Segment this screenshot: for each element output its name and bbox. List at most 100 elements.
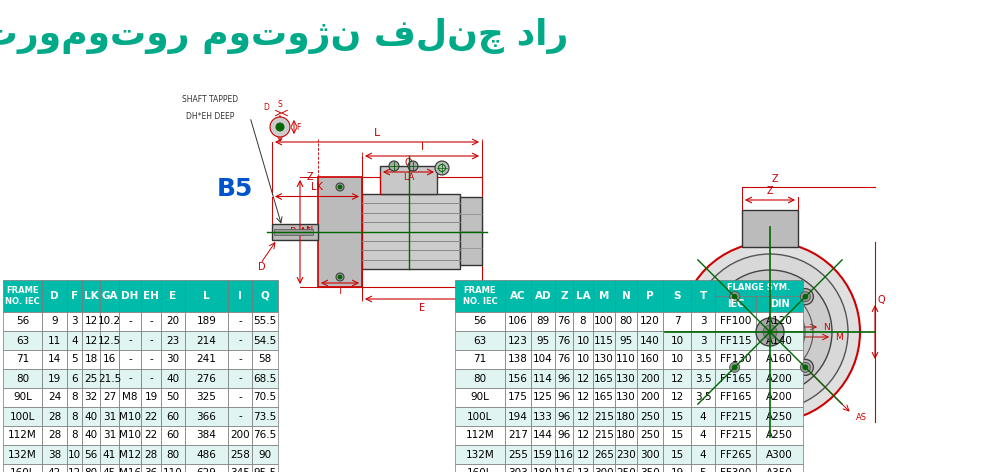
Bar [185, 388, 228, 407]
Bar [161, 407, 185, 426]
Bar [185, 426, 228, 445]
Text: 180: 180 [616, 430, 636, 440]
Bar [756, 350, 803, 369]
Circle shape [389, 161, 399, 171]
Bar [555, 350, 573, 369]
Bar [100, 388, 119, 407]
Bar [531, 426, 555, 445]
Text: 3: 3 [71, 317, 78, 327]
Text: 115: 115 [594, 336, 614, 346]
Text: 12: 12 [576, 412, 590, 421]
Text: 28: 28 [144, 449, 158, 460]
Bar [42, 407, 67, 426]
Bar [756, 426, 803, 445]
Text: 255: 255 [508, 449, 528, 460]
Text: 106: 106 [508, 317, 528, 327]
Text: 12: 12 [84, 336, 98, 346]
Bar [756, 312, 803, 331]
Text: 8: 8 [580, 317, 586, 327]
Bar [252, 331, 278, 350]
Bar [82, 407, 100, 426]
Text: 95: 95 [536, 336, 550, 346]
Bar [573, 426, 593, 445]
Bar [455, 445, 505, 464]
Bar [82, 280, 100, 312]
Text: 10: 10 [670, 336, 684, 346]
Text: AC: AC [648, 328, 660, 337]
Text: 24: 24 [48, 393, 61, 403]
Bar [593, 369, 615, 388]
Text: SHAFT TAPPED: SHAFT TAPPED [182, 95, 238, 104]
Text: -: - [238, 317, 242, 327]
Bar [756, 296, 803, 312]
Bar [691, 280, 715, 312]
Text: M10: M10 [119, 412, 141, 421]
Bar [663, 464, 691, 472]
Bar [505, 280, 531, 312]
Text: 265: 265 [594, 449, 614, 460]
Bar [715, 296, 756, 312]
Bar [42, 331, 67, 350]
Circle shape [680, 242, 860, 422]
Bar [3, 350, 42, 369]
Bar [161, 388, 185, 407]
Text: 159: 159 [533, 449, 553, 460]
Text: 140: 140 [640, 336, 660, 346]
Bar [82, 388, 100, 407]
Bar [161, 464, 185, 472]
Text: 3.5: 3.5 [695, 373, 711, 383]
Text: 55.5: 55.5 [253, 317, 277, 327]
Text: LK: LK [84, 291, 98, 301]
Text: 300: 300 [594, 469, 614, 472]
Text: 132M: 132M [466, 449, 494, 460]
Bar [67, 426, 82, 445]
Bar [100, 312, 119, 331]
Text: M10: M10 [119, 430, 141, 440]
Bar [252, 464, 278, 472]
Text: 12: 12 [576, 449, 590, 460]
Text: 130: 130 [616, 393, 636, 403]
Text: 110: 110 [616, 354, 636, 364]
Circle shape [336, 273, 344, 281]
Bar [141, 369, 161, 388]
Bar [691, 350, 715, 369]
Bar [82, 426, 100, 445]
Text: 56: 56 [84, 449, 98, 460]
Text: 241: 241 [197, 354, 216, 364]
Text: N: N [306, 227, 313, 236]
Text: Q: Q [405, 158, 412, 168]
Bar [228, 426, 252, 445]
Bar [119, 426, 141, 445]
Bar [42, 426, 67, 445]
Text: L: L [374, 128, 380, 138]
Bar [555, 312, 573, 331]
Circle shape [408, 161, 418, 171]
Bar [82, 445, 100, 464]
Bar [691, 388, 715, 407]
Circle shape [338, 185, 342, 189]
Text: 50: 50 [166, 393, 180, 403]
Bar [715, 312, 756, 331]
Text: 116: 116 [554, 469, 574, 472]
Text: 10: 10 [68, 449, 81, 460]
Text: M: M [599, 291, 609, 301]
Text: 28: 28 [48, 412, 61, 421]
Bar [615, 407, 637, 426]
Circle shape [270, 117, 290, 137]
Bar [42, 464, 67, 472]
Bar [82, 464, 100, 472]
Text: -: - [149, 373, 153, 383]
Bar [119, 369, 141, 388]
Bar [615, 280, 637, 312]
Bar [161, 369, 185, 388]
Text: الکتروموتور موتوژن فلنچ دار: الکتروموتور موتوژن فلنچ دار [0, 17, 569, 54]
Text: A300: A300 [766, 449, 793, 460]
Bar [67, 350, 82, 369]
Bar [185, 407, 228, 426]
Text: 96: 96 [557, 412, 571, 421]
Circle shape [797, 289, 813, 304]
Text: 38: 38 [48, 449, 61, 460]
Bar [141, 445, 161, 464]
Text: 200: 200 [230, 430, 250, 440]
Text: 303: 303 [508, 469, 528, 472]
